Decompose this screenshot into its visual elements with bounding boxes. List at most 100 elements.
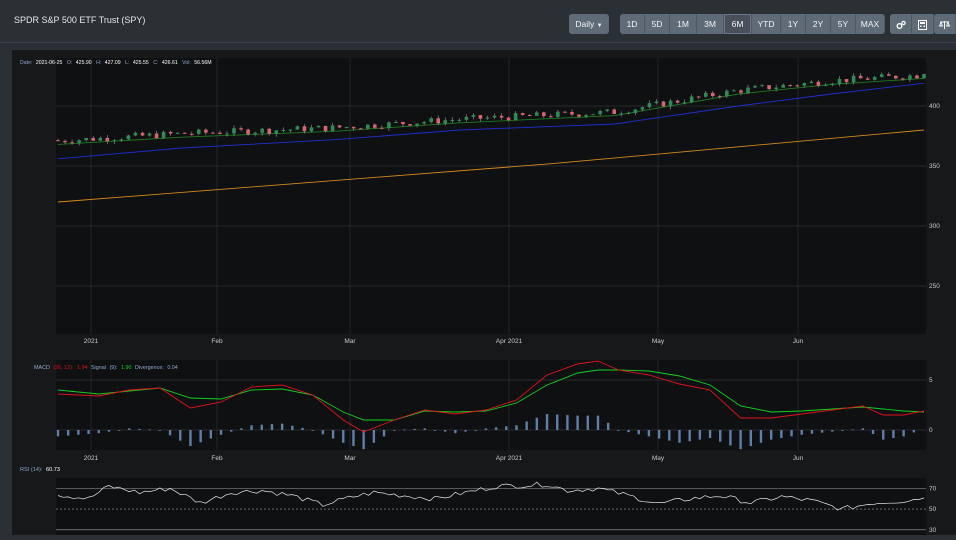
candle-body (218, 132, 222, 135)
candle-body (753, 86, 757, 88)
macd-hist-bar (637, 430, 640, 435)
macd-hist-bar (138, 428, 141, 430)
candle-body (851, 75, 856, 83)
interval-label: Daily (575, 19, 595, 29)
macd-hist-bar (698, 430, 702, 440)
low-value: 425.55 (133, 60, 149, 66)
settings-button[interactable] (890, 14, 912, 34)
range-button-3m[interactable]: 3M (697, 14, 724, 34)
range-button-max[interactable]: MAX (856, 14, 885, 34)
candle-body (105, 137, 110, 142)
candle-body (499, 115, 504, 118)
candle-body (351, 126, 356, 129)
range-button-6m[interactable]: 6M (724, 14, 752, 34)
range-label: YTD (757, 19, 775, 29)
rsi-plot-bg (56, 478, 926, 535)
price-gridlines (56, 58, 926, 334)
candle-body (894, 75, 898, 79)
macd-y-axis: 05 (929, 377, 933, 434)
macd-line (57, 360, 925, 433)
macd-hist-bar (831, 430, 834, 432)
candle-body (879, 74, 884, 78)
candle-body (492, 115, 497, 118)
macd-hist-bar (688, 430, 691, 442)
candle-body (809, 81, 814, 84)
range-label: 2Y (812, 19, 824, 29)
range-button-1d[interactable]: 1D (620, 14, 645, 34)
macd-hist-bar (87, 430, 90, 434)
macd-hist-bar (56, 430, 60, 437)
candle-body (703, 92, 708, 97)
candle-body (556, 111, 560, 117)
candle-body (534, 112, 539, 116)
candle-body (732, 90, 736, 92)
macd-series (57, 360, 925, 433)
ma-slow-line (57, 129, 925, 203)
candle-body (464, 116, 469, 120)
compare-button[interactable] (934, 14, 956, 34)
candle-body (619, 113, 624, 115)
signal-series (57, 369, 925, 421)
macd-hist-bar (668, 430, 671, 441)
candle-body (189, 133, 194, 135)
price-x-tick-label: May (652, 338, 665, 345)
candle-body (182, 132, 187, 134)
macd-hist-bar (66, 430, 70, 436)
macd-hist-bar (230, 430, 233, 432)
macd-hist-bar (148, 429, 151, 431)
macd-hist-bar (657, 430, 661, 439)
macd-x-tick-label: Jun (793, 455, 804, 462)
candle-body (63, 140, 67, 143)
calculator-button[interactable] (912, 14, 934, 34)
macd-hist-bar (678, 430, 681, 443)
range-button-ytd[interactable]: YTD (752, 14, 781, 34)
macd-hist-bar (393, 430, 396, 431)
volume-value: 56.56M (194, 60, 211, 66)
candle-body (274, 130, 279, 134)
price-x-tick-label: Mar (344, 338, 356, 345)
candlestick-series (56, 72, 926, 146)
macd-hist-bar (331, 430, 335, 439)
range-button-1y[interactable]: 1Y (781, 14, 806, 34)
range-button-1m[interactable]: 1M (670, 14, 697, 34)
macd-hist-bar (749, 430, 752, 446)
candle-body (922, 74, 926, 79)
candle-body (865, 78, 870, 80)
candle-body (872, 77, 877, 80)
candle-body (267, 128, 272, 134)
candle-body (577, 114, 581, 117)
interval-dropdown[interactable]: Daily ▼ (569, 14, 609, 34)
price-y-axis: 250 300 350 400 (929, 103, 940, 290)
candle-body (774, 87, 778, 90)
candle-body (126, 135, 131, 140)
range-button-5y[interactable]: 5Y (831, 14, 856, 34)
candle-body (394, 121, 398, 123)
candle-body (633, 109, 638, 114)
macd-hist-bar (505, 426, 508, 430)
candle-body (225, 133, 229, 135)
candle-body (788, 84, 793, 86)
price-x-tick-label: 2021 (84, 338, 99, 345)
candle-body (802, 83, 807, 86)
macd-hist-bar (250, 425, 253, 430)
candle-body (197, 129, 201, 134)
macd-hist-bar (362, 430, 365, 450)
rsi-y-axis: 30 50 70 (929, 485, 937, 533)
range-button-5d[interactable]: 5D (645, 14, 670, 34)
price-x-tick-label: Feb (211, 338, 223, 345)
range-button-2y[interactable]: 2Y (806, 14, 831, 34)
macd-hist-bar (525, 421, 528, 430)
rsi-pane: 30 50 70 RSI (14): 60.73 (20, 467, 937, 535)
high-value: 427.09 (105, 60, 121, 66)
candle-body (844, 79, 849, 83)
rsi-gridlines (56, 488, 926, 531)
range-label: 5Y (837, 19, 849, 29)
candle-body (689, 96, 694, 103)
macd-hist-bar (535, 417, 539, 430)
macd-hist-bar (545, 414, 549, 430)
chart-area[interactable]: 250 300 350 400 2021 Feb Mar Apr 2021 May Jun Da… (12, 50, 956, 535)
candle-body (337, 125, 342, 128)
price-y-tick-label: 250 (929, 283, 940, 290)
macd-hist-bar (484, 428, 488, 430)
